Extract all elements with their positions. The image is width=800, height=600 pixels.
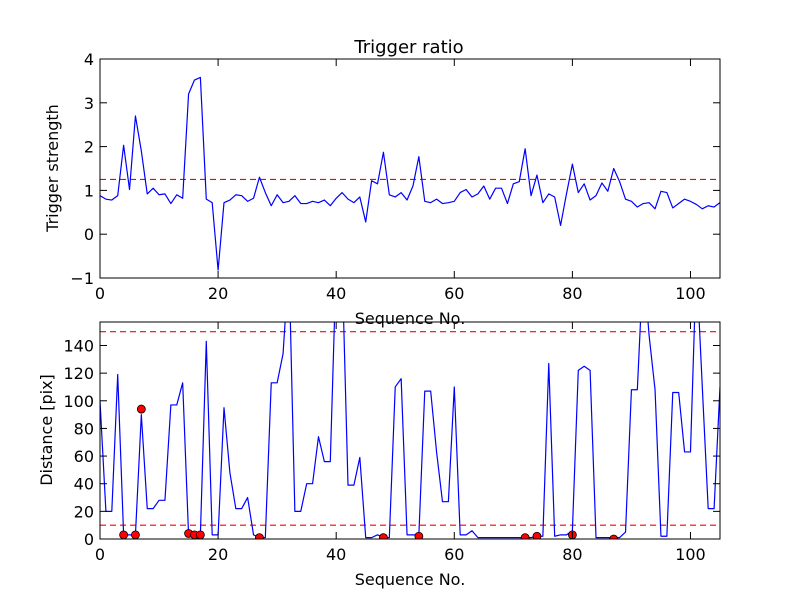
bottom-marker-point bbox=[609, 534, 619, 539]
bottom-x-tick-label: 20 bbox=[208, 545, 228, 564]
top-x-axis-label: Sequence No. bbox=[355, 309, 466, 328]
top-y-tick-label: 3 bbox=[84, 94, 94, 113]
bottom-marker-point bbox=[119, 530, 129, 539]
top-chart-title: Trigger ratio bbox=[353, 37, 463, 58]
bottom-x-tick-label: 60 bbox=[444, 545, 464, 564]
bottom-marker-point bbox=[255, 533, 264, 539]
bottom-y-tick-label: 120 bbox=[63, 364, 94, 383]
bottom-marker-point bbox=[532, 531, 542, 539]
top-series-line-0 bbox=[100, 76, 720, 271]
bottom-y-tick-label: 80 bbox=[74, 419, 94, 438]
top-x-tick-label: 20 bbox=[208, 284, 228, 303]
top-y-tick-label: 1 bbox=[84, 181, 94, 200]
top-x-tick-label: 80 bbox=[562, 284, 582, 303]
top-x-tick-label: 100 bbox=[675, 284, 706, 303]
bottom-y-tick-label: 60 bbox=[74, 447, 94, 466]
bottom-x-tick-label: 40 bbox=[326, 545, 346, 564]
bottom-marker-point bbox=[414, 531, 424, 539]
top-plot-frame bbox=[99, 58, 721, 279]
bottom-x-tick-label: 0 bbox=[95, 545, 105, 564]
bottom-x-tick-label: 80 bbox=[562, 545, 582, 564]
top-x-tick-label: 0 bbox=[95, 284, 105, 303]
bottom-y-tick-label: 140 bbox=[63, 336, 94, 355]
bottom-plot-frame bbox=[99, 321, 721, 540]
bottom-plot-ticks: 0 20 40 60 80 100 0 20 40 60 80 100 120 140 bbox=[63, 322, 720, 564]
bottom-y-tick-label: 40 bbox=[74, 475, 94, 494]
top-y-tick-label: 4 bbox=[84, 50, 94, 69]
bottom-marker-point bbox=[379, 533, 388, 539]
bottom-x-tick-label: 100 bbox=[675, 545, 706, 564]
bottom-x-axis-label: Sequence No. bbox=[355, 570, 466, 589]
bottom-marker-point bbox=[131, 530, 140, 539]
top-y-axis-label: Trigger strength bbox=[43, 104, 62, 233]
top-y-tick-label: −1 bbox=[70, 269, 94, 288]
bottom-marker-point bbox=[195, 530, 205, 539]
top-plot-lines bbox=[100, 76, 720, 271]
bottom-marker-point bbox=[520, 533, 530, 539]
top-y-tick-label: 0 bbox=[84, 225, 94, 244]
bottom-y-tick-label: 100 bbox=[63, 392, 94, 411]
bottom-marker-point bbox=[136, 404, 146, 414]
bottom-y-tick-label: 0 bbox=[84, 530, 94, 549]
bottom-y-axis-label: Distance [pix] bbox=[37, 374, 56, 486]
top-x-tick-label: 60 bbox=[444, 284, 464, 303]
bottom-y-tick-label: 20 bbox=[74, 502, 94, 521]
top-y-tick-label: 2 bbox=[84, 138, 94, 157]
bottom-subplot: 0 20 40 60 80 100 0 20 40 60 80 100 120 140 Sequence … bbox=[37, 321, 721, 589]
top-x-tick-label: 40 bbox=[326, 284, 346, 303]
